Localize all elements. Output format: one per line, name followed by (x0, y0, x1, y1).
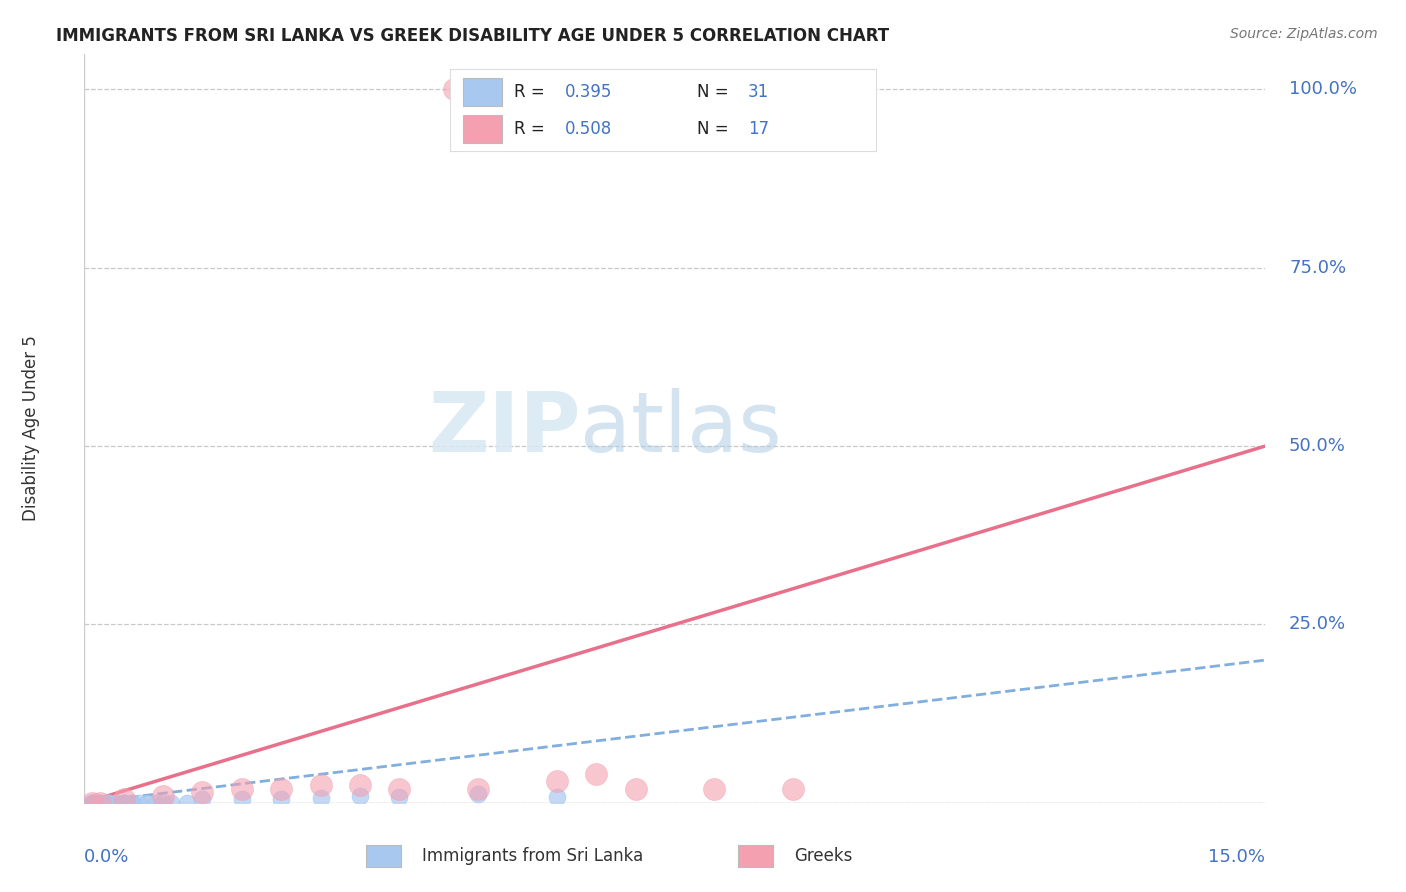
Point (388, 781, 411, 796)
Point (82, 796, 104, 810)
Point (136, 796, 159, 810)
Bar (463, 78, 502, 105)
Text: 0.395: 0.395 (565, 83, 613, 101)
Bar (463, 115, 502, 143)
Point (82, 796, 104, 810)
Point (97, 796, 120, 810)
Point (349, 789, 371, 803)
Point (152, 789, 174, 803)
Point (782, 781, 804, 796)
Point (546, 790, 568, 805)
Point (546, 774, 568, 789)
Point (112, 796, 135, 810)
Point (121, 796, 143, 810)
Point (128, 796, 150, 810)
Point (176, 796, 198, 810)
Text: 100.0%: 100.0% (1289, 80, 1357, 98)
Point (112, 796, 135, 810)
Point (152, 796, 174, 810)
Point (191, 792, 214, 806)
Point (97, 796, 120, 810)
Point (89, 796, 111, 810)
Point (443, 82, 465, 96)
Point (270, 781, 292, 796)
Text: 25.0%: 25.0% (1289, 615, 1346, 633)
Point (624, 781, 647, 796)
Point (82, 796, 104, 810)
Point (143, 796, 166, 810)
Text: Disability Age Under 5: Disability Age Under 5 (22, 335, 41, 521)
Point (104, 796, 127, 810)
Point (112, 792, 135, 806)
Point (89, 796, 111, 810)
Point (82, 796, 104, 810)
Text: 50.0%: 50.0% (1289, 437, 1346, 455)
Text: ZIP: ZIP (427, 388, 581, 468)
Text: R =: R = (515, 83, 550, 101)
Text: R =: R = (515, 120, 550, 137)
Text: N =: N = (697, 83, 734, 101)
Text: 0.508: 0.508 (565, 120, 613, 137)
Point (191, 785, 214, 799)
Point (585, 767, 607, 781)
Point (89, 796, 111, 810)
Point (104, 796, 127, 810)
Text: Source: ZipAtlas.com: Source: ZipAtlas.com (1230, 27, 1378, 41)
Point (467, 781, 489, 796)
Text: N =: N = (697, 120, 734, 137)
Text: IMMIGRANTS FROM SRI LANKA VS GREEK DISABILITY AGE UNDER 5 CORRELATION CHART: IMMIGRANTS FROM SRI LANKA VS GREEK DISAB… (56, 27, 890, 45)
Text: 75.0%: 75.0% (1289, 259, 1346, 277)
Point (97, 796, 120, 810)
Point (703, 781, 725, 796)
Point (121, 796, 143, 810)
Text: 15.0%: 15.0% (1208, 847, 1265, 866)
Point (231, 781, 253, 796)
Text: Immigrants from Sri Lanka: Immigrants from Sri Lanka (422, 847, 643, 865)
Point (231, 792, 253, 806)
Text: 31: 31 (748, 83, 769, 101)
Point (388, 790, 411, 805)
Point (160, 796, 183, 810)
Point (82, 796, 104, 810)
Text: Greeks: Greeks (794, 847, 853, 865)
Point (309, 790, 332, 805)
Text: 17: 17 (748, 120, 769, 137)
Point (309, 778, 332, 792)
Text: atlas: atlas (581, 388, 782, 468)
Text: 0.0%: 0.0% (84, 847, 129, 866)
Point (89, 796, 111, 810)
Point (270, 792, 292, 806)
Point (349, 778, 371, 792)
Point (467, 787, 489, 801)
Point (112, 796, 135, 810)
